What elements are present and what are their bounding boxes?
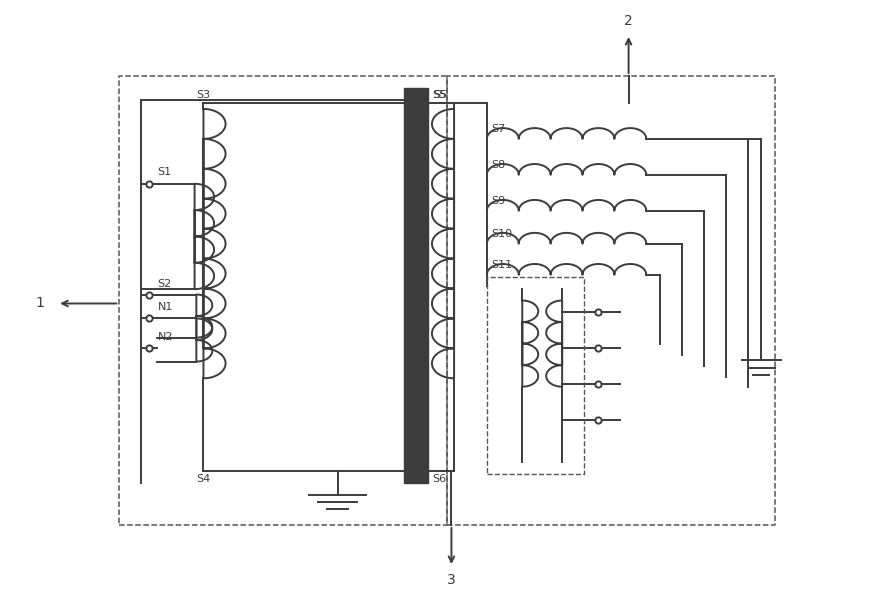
Text: 1: 1 [35, 296, 44, 311]
Text: S8: S8 [492, 160, 505, 170]
Text: 3: 3 [447, 573, 456, 587]
Text: S1: S1 [157, 166, 172, 177]
Text: S2: S2 [157, 279, 172, 288]
Text: S11: S11 [492, 260, 512, 270]
Text: S7: S7 [492, 124, 505, 134]
Text: S6: S6 [432, 474, 446, 484]
Text: S10: S10 [492, 229, 512, 239]
Text: S5: S5 [434, 90, 448, 100]
Text: S4: S4 [197, 474, 211, 484]
Text: S5: S5 [432, 90, 446, 100]
Text: N2: N2 [157, 333, 173, 342]
Text: 2: 2 [624, 14, 633, 28]
Text: S9: S9 [492, 196, 505, 206]
Text: S3: S3 [197, 90, 210, 100]
Text: N1: N1 [157, 302, 173, 313]
